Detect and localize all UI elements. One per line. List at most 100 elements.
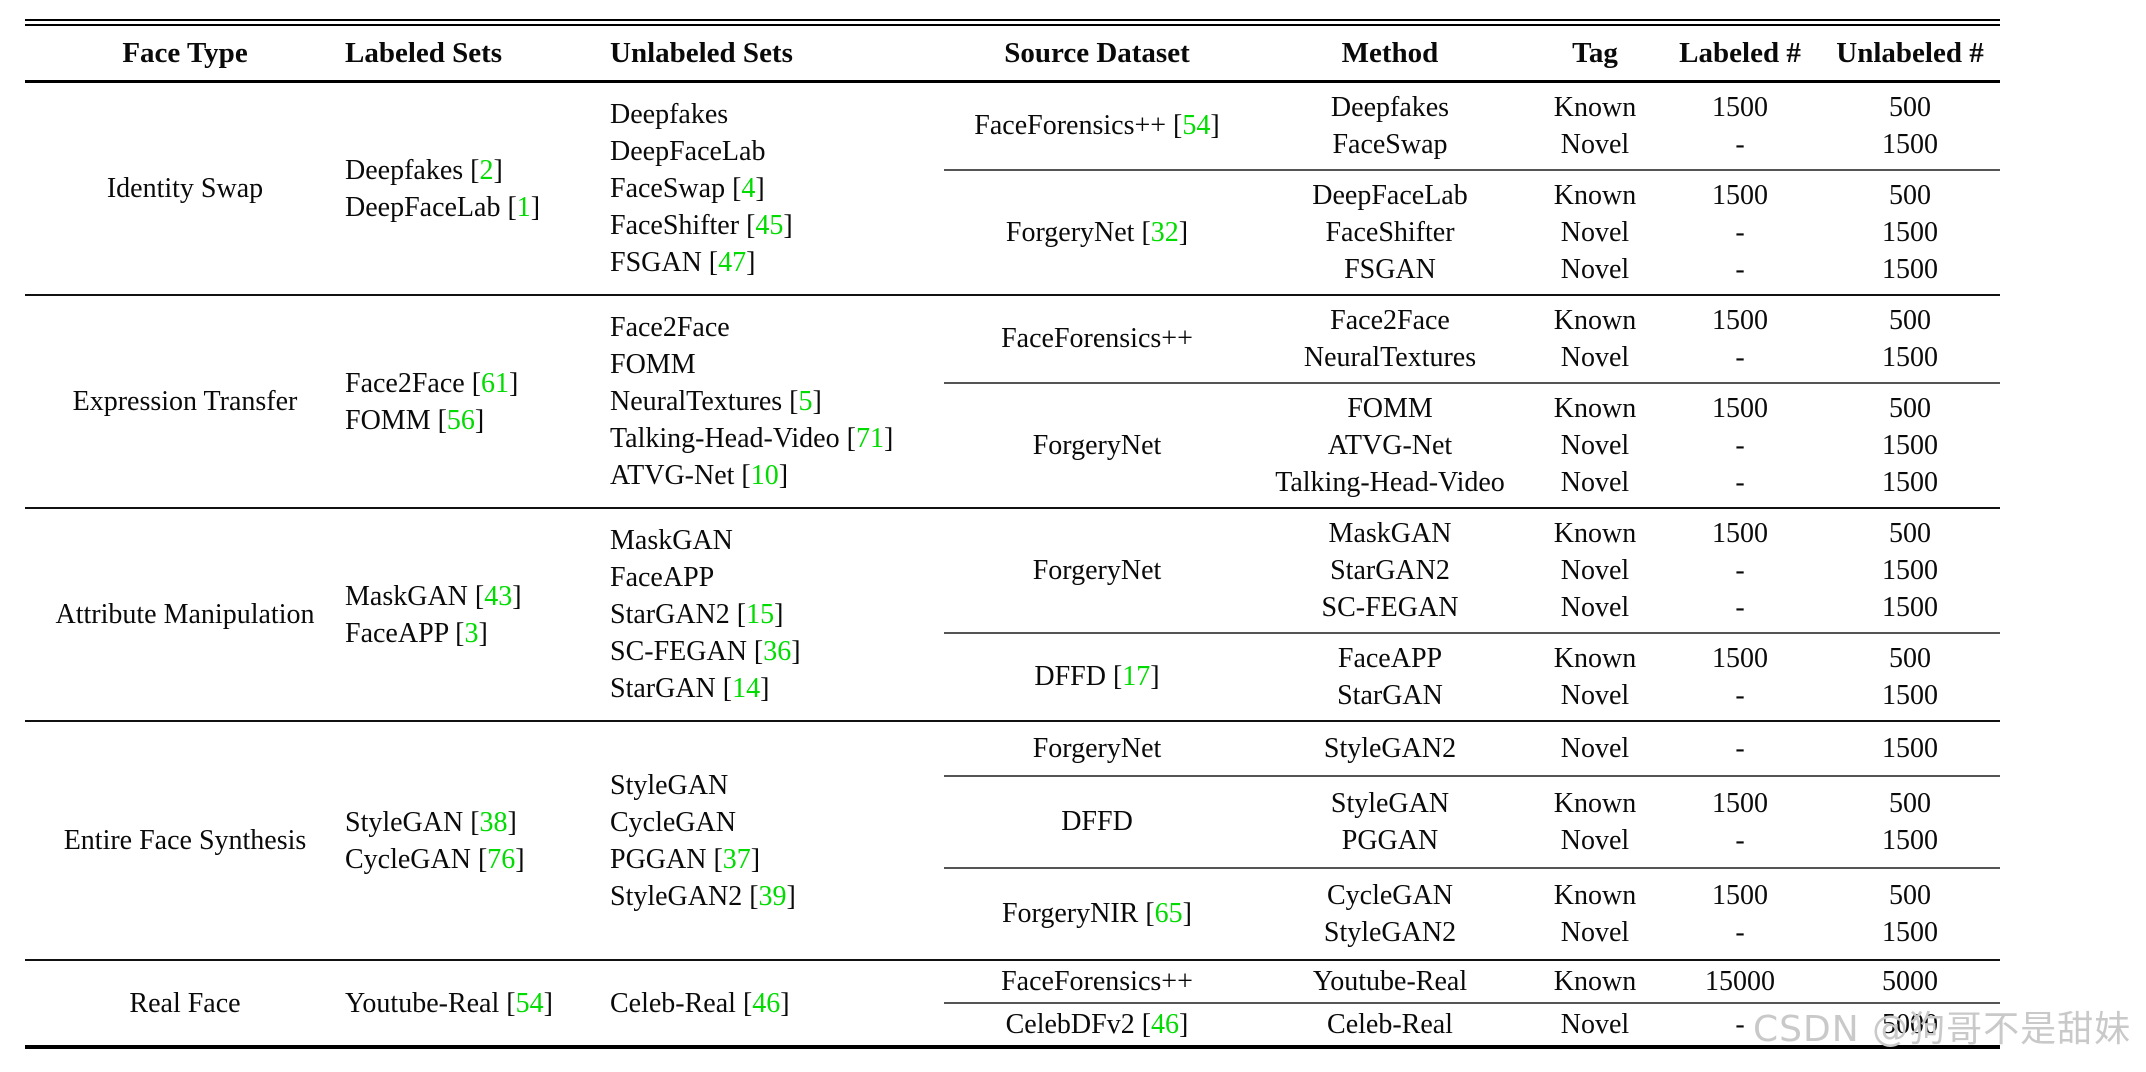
face-type-cell: Attribute Manipulation xyxy=(25,509,345,720)
method-rows: FOMM Known 1500 500 ATVG-Net Novel -1500 Talkin… xyxy=(1250,390,2000,501)
citation-number: 46 xyxy=(752,987,781,1019)
source-groups: ForgeryNet StyleGAN2 Novel - 1500 DFFD StyleGA… xyxy=(944,722,2000,959)
unlabeled-count-cell: 1500 xyxy=(1882,253,1938,285)
unlabeled-count-cell: 500 xyxy=(1889,787,1931,819)
tag-cell: Known xyxy=(1553,965,1637,997)
method-cell: StyleGAN xyxy=(1330,787,1450,819)
tag-cell: Known xyxy=(1553,304,1637,336)
unlabeled-set-item: FSGAN [47] xyxy=(610,247,756,278)
method-rows: Celeb-Real Novel - 5000 xyxy=(1250,1006,2000,1043)
tag-cell: Known xyxy=(1553,179,1637,211)
citation-number: 17 xyxy=(1122,661,1151,692)
method-rows: Youtube-Real Known 15000 5000 xyxy=(1250,963,2000,1000)
method-cell: NeuralTextures xyxy=(1303,341,1477,373)
col-header-labeled-sets: Labeled Sets xyxy=(345,36,503,69)
col-header-face-type: Face Type xyxy=(122,36,248,69)
unlabeled-count-cell: 500 xyxy=(1889,642,1931,674)
citation-number: 76 xyxy=(487,843,516,875)
method-rows: StyleGAN Known 1500 500 PGGAN Novel - 1500 xyxy=(1250,785,2000,859)
csdn-watermark: CSDN @狗哥不是甜妹 xyxy=(1753,1009,2132,1050)
method-row: StarGAN Novel - 1500 xyxy=(1250,677,2000,714)
method-cell: StarGAN xyxy=(1337,679,1443,711)
table-section-attribute-manipulation: Attribute Manipulation MaskGAN [43] FaceAP… xyxy=(25,509,2000,720)
unlabeled-set-item: NeuralTextures [5] xyxy=(610,386,822,417)
section-divider xyxy=(25,720,2000,722)
table-header-row: Face Type Labeled Sets Unlabeled Sets So… xyxy=(25,26,2000,80)
source-dataset-cell: FaceForensics++ [54] xyxy=(974,110,1220,141)
method-row: DeepFaceLab Known 1500 500 xyxy=(1250,177,2000,214)
method-cell: SC-FEGAN xyxy=(1321,591,1459,623)
source-groups: FaceForensics++ Youtube-Real Known 15000 500… xyxy=(944,961,2000,1045)
citation-number: 65 xyxy=(1154,898,1183,929)
method-cell: Face2Face xyxy=(1330,304,1450,336)
section-divider xyxy=(25,959,2000,961)
unlabeled-set-item: FOMM xyxy=(610,349,696,380)
method-row: MaskGAN Known 1500 500 xyxy=(1250,515,2000,552)
unlabeled-set-item: CycleGAN xyxy=(610,806,736,838)
unlabeled-sets-cell: StyleGAN CycleGAN PGGAN [37] StyleGAN2 [39] xyxy=(610,722,944,959)
citation-number: 36 xyxy=(763,636,792,667)
citation-number: 46 xyxy=(1151,1008,1180,1040)
unlabeled-count-cell: 1500 xyxy=(1882,732,1938,764)
header-rule xyxy=(25,80,2000,83)
citation-number: 54 xyxy=(515,987,544,1019)
unlabeled-count-cell: 5000 xyxy=(1882,1008,1938,1040)
col-header-unlabeled-count: Unlabeled # xyxy=(1836,36,1984,69)
unlabeled-set-item: DeepFaceLab xyxy=(610,136,766,167)
labeled-count-cell: 1500 xyxy=(1712,304,1768,336)
labeled-count-cell: - xyxy=(1735,554,1745,586)
unlabeled-count-cell: 1500 xyxy=(1882,216,1938,248)
face-type-label: Expression Transfer xyxy=(72,386,298,417)
unlabeled-count-cell: 1500 xyxy=(1882,824,1938,856)
tag-cell: Novel xyxy=(1560,341,1630,373)
method-row: StyleGAN2 Novel - 1500 xyxy=(1250,730,2000,767)
tag-cell: Novel xyxy=(1560,1008,1630,1040)
labeled-set-item: DeepFaceLab [1] xyxy=(345,191,541,223)
tag-cell: Known xyxy=(1553,517,1637,549)
method-rows: FaceAPP Known 1500 500 StarGAN Novel - 1500 xyxy=(1250,640,2000,714)
labeled-sets-cell: Deepfakes [2] DeepFaceLab [1] xyxy=(345,83,610,294)
col-header-labeled-count: Labeled # xyxy=(1679,36,1801,69)
face-type-cell: Entire Face Synthesis xyxy=(25,722,345,959)
method-cell: FOMM xyxy=(1347,392,1433,424)
citation-number: 1 xyxy=(516,191,531,223)
col-header-unlabeled-sets: Unlabeled Sets xyxy=(610,36,793,69)
unlabeled-count-cell: 500 xyxy=(1889,304,1931,336)
tag-cell: Novel xyxy=(1560,466,1630,498)
citation-number: 15 xyxy=(746,599,775,630)
method-cell: StyleGAN2 xyxy=(1323,732,1457,764)
source-groups: ForgeryNet MaskGAN Known 1500 500 StarGAN2 Nov… xyxy=(944,509,2000,720)
labeled-count-cell: 1500 xyxy=(1712,879,1768,911)
unlabeled-set-item: StarGAN [14] xyxy=(610,673,770,704)
source-group: FaceForensics++ [54] Deepfakes Known 1500 50… xyxy=(944,83,2000,169)
source-group: DFFD [17] FaceAPP Known 1500 500 StarGAN Novel… xyxy=(944,634,2000,720)
labeled-set-item: FOMM [56] xyxy=(345,404,485,436)
tag-cell: Known xyxy=(1553,91,1637,123)
source-groups: FaceForensics++ Face2Face Known 1500 500 Neur… xyxy=(944,296,2000,507)
labeled-count-cell: - xyxy=(1735,591,1745,623)
source-groups: FaceForensics++ [54] Deepfakes Known 1500 50… xyxy=(944,83,2000,294)
source-dataset-cell: FaceForensics++ xyxy=(1001,965,1193,997)
unlabeled-count-cell: 500 xyxy=(1889,392,1931,424)
unlabeled-count-cell: 500 xyxy=(1889,91,1931,123)
method-cell: StyleGAN2 xyxy=(1323,916,1457,948)
source-dataset-cell: CelebDFv2 [46] xyxy=(1005,1008,1189,1040)
labeled-sets-cell: Youtube-Real [54] xyxy=(345,961,610,1045)
labeled-sets-cell: MaskGAN [43] FaceAPP [3] xyxy=(345,509,610,720)
group-divider xyxy=(944,169,2000,171)
method-cell: StarGAN2 xyxy=(1330,554,1450,586)
source-dataset-cell: ForgeryNet [32] xyxy=(1005,216,1189,248)
tag-cell: Novel xyxy=(1560,128,1630,160)
unlabeled-set-item: StyleGAN2 [39] xyxy=(610,880,796,912)
labeled-count-cell: - xyxy=(1735,824,1745,856)
source-dataset-cell: ForgeryNet xyxy=(1032,732,1162,764)
labeled-set-item: Deepfakes [2] xyxy=(345,154,503,186)
method-cell: CycleGAN xyxy=(1327,879,1453,911)
labeled-count-cell: 1500 xyxy=(1712,787,1768,819)
unlabeled-count-cell: 1500 xyxy=(1882,554,1938,586)
unlabeled-sets-cell: MaskGAN FaceAPP StarGAN2 [15] SC-FEGAN [36]… xyxy=(610,509,944,720)
group-divider xyxy=(944,775,2000,777)
citation-number: 5 xyxy=(798,386,813,417)
citation-number: 3 xyxy=(464,617,479,649)
unlabeled-set-item: Talking-Head-Video [71] xyxy=(610,423,894,454)
